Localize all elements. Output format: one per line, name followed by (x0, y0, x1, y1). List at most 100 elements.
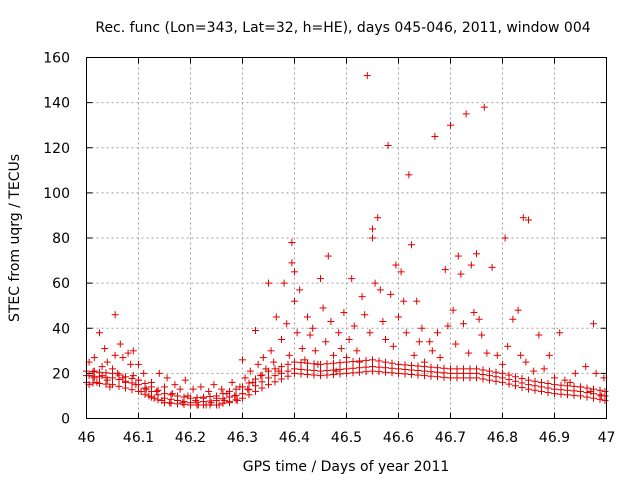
data-point (284, 360, 292, 368)
x-tick-label: 46.3 (227, 430, 258, 446)
data-point (231, 392, 239, 400)
data-point (369, 356, 376, 364)
data-point (310, 360, 318, 368)
data-point (319, 304, 327, 312)
data-point (128, 374, 136, 382)
data-point (241, 374, 249, 382)
data-point (180, 393, 188, 401)
data-point (379, 317, 387, 325)
x-tick-label: 46.4 (279, 430, 310, 446)
data-point (284, 367, 292, 375)
data-point (317, 367, 324, 375)
data-markers (83, 72, 609, 409)
data-point (288, 239, 296, 247)
data-point (323, 367, 331, 375)
data-point (246, 367, 254, 375)
data-point (478, 331, 486, 339)
x-tick-label: 46.5 (331, 430, 362, 446)
data-point (434, 364, 441, 372)
data-point (395, 313, 402, 321)
data-point (466, 365, 474, 373)
data-point (369, 225, 376, 233)
x-tick-label: 46.7 (435, 430, 466, 446)
data-point (392, 261, 400, 269)
data-point (129, 347, 137, 355)
data-point (349, 358, 357, 366)
data-point (291, 358, 298, 366)
plot-frame (86, 57, 607, 419)
data-point (336, 365, 344, 373)
x-tick-label: 46.9 (539, 430, 570, 446)
data-point (135, 376, 142, 384)
data-point (254, 360, 262, 368)
data-point (193, 394, 201, 402)
data-point (596, 386, 604, 394)
data-point (210, 381, 218, 389)
data-point (538, 378, 545, 386)
data-point (154, 386, 162, 394)
x-tick-label: 46.8 (487, 430, 518, 446)
data-point (348, 275, 356, 283)
grid-lines (86, 57, 607, 419)
data-point (369, 234, 376, 242)
data-point (89, 368, 97, 376)
data-point (371, 279, 379, 287)
data-point (232, 391, 240, 399)
data-point (436, 354, 444, 362)
data-point (457, 270, 465, 278)
data-point (140, 369, 148, 377)
data-point (171, 381, 179, 389)
data-point (265, 381, 272, 389)
data-point (408, 361, 415, 369)
data-point (265, 367, 272, 375)
data-point (324, 252, 332, 260)
data-point (454, 252, 462, 260)
data-point (428, 347, 436, 355)
data-point (387, 290, 395, 298)
data-point (90, 374, 98, 382)
data-point (590, 320, 597, 328)
data-point (531, 377, 539, 385)
data-point (388, 359, 396, 367)
data-point (402, 329, 410, 337)
data-point (353, 347, 361, 355)
data-point (522, 358, 530, 366)
data-point (410, 351, 418, 359)
data-point (135, 360, 142, 368)
data-point (556, 329, 564, 337)
data-point (492, 368, 500, 376)
data-point (226, 387, 233, 395)
chart-title: Rec. func (Lon=343, Lat=32, h=HE), days … (95, 20, 590, 36)
data-point (449, 306, 457, 314)
data-point (375, 363, 383, 371)
data-point (509, 315, 517, 323)
data-point (414, 362, 422, 370)
x-tick-label: 46 (78, 430, 96, 446)
data-point (296, 286, 304, 294)
data-point (337, 345, 345, 353)
data-point (358, 293, 366, 301)
data-point (343, 365, 350, 373)
x-axis-title: GPS time / Days of year 2011 (243, 459, 450, 475)
data-point (564, 382, 571, 390)
data-point (592, 369, 600, 377)
data-point (327, 317, 335, 325)
data-point (187, 394, 194, 402)
y-tick-label: 60 (52, 276, 70, 292)
data-point (601, 387, 609, 395)
data-point (590, 385, 597, 393)
data-point (232, 385, 240, 393)
data-point (258, 378, 266, 386)
data-point (431, 132, 439, 140)
data-point (285, 351, 293, 359)
data-point (310, 367, 318, 375)
data-point (525, 216, 532, 224)
data-point (501, 234, 509, 242)
data-point (304, 366, 311, 374)
data-point (382, 358, 389, 366)
data-point (181, 376, 189, 384)
data-point (297, 365, 305, 373)
data-point (179, 399, 187, 407)
data-point (505, 371, 513, 379)
